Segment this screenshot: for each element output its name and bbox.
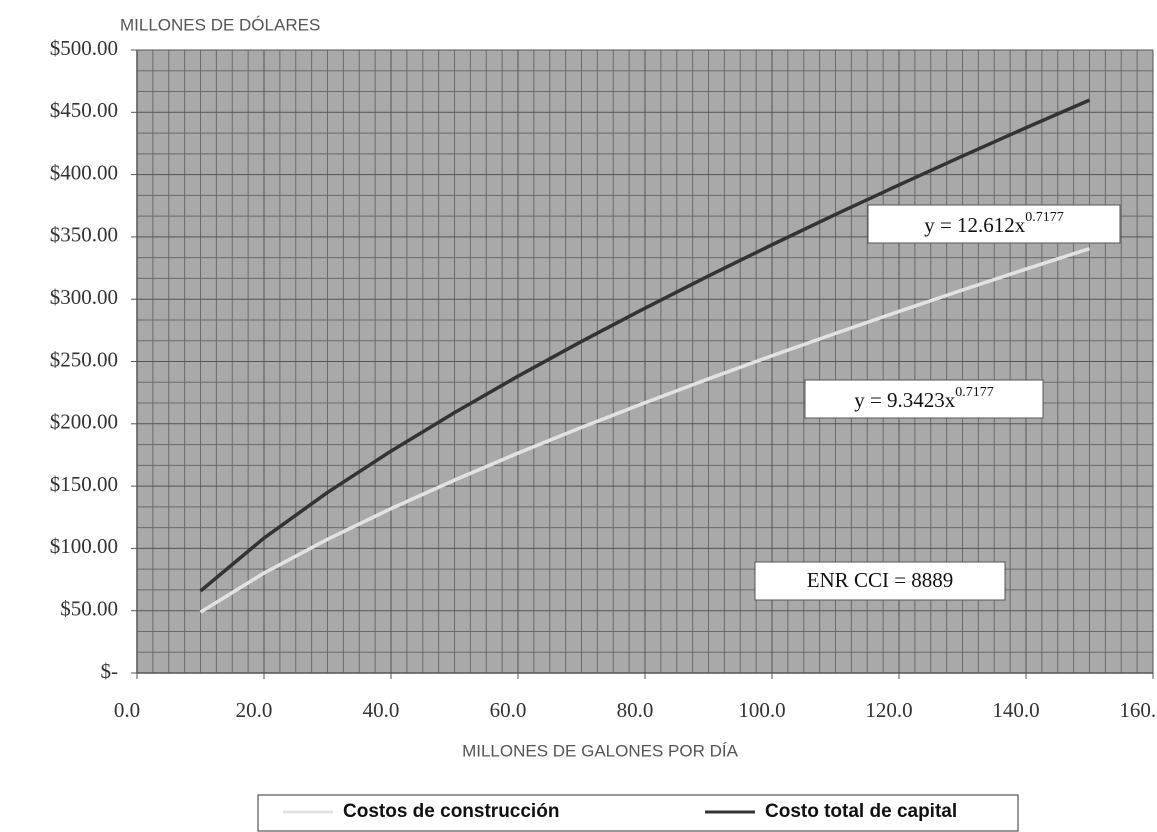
- annotation: y = 12.612x0.7177: [924, 210, 1064, 237]
- annotation: y = 9.3423x0.7177: [854, 385, 994, 412]
- annotation-exponent: 0.7177: [1025, 210, 1064, 225]
- y-tick-label: $400.00: [50, 160, 118, 184]
- annotation-box: [804, 379, 1044, 419]
- x-tick-label: 140.0: [992, 698, 1039, 722]
- y-tick-label: $200.00: [50, 410, 118, 434]
- series-line: [199, 98, 1091, 593]
- annotation-text: y = 12.612x: [924, 213, 1026, 237]
- y-axis-label: MILLONES DE DÓLARES: [120, 15, 320, 34]
- y-tick-label: $300.00: [50, 285, 118, 309]
- y-tick-label: $150.00: [50, 472, 118, 496]
- annotation-text: y = 9.3423x: [854, 388, 956, 412]
- y-tick-label: $450.00: [50, 98, 118, 122]
- y-tick-label: $250.00: [50, 347, 118, 371]
- annotation-box: [754, 561, 1006, 601]
- legend-label: Costo total de capital: [765, 801, 957, 822]
- series-line: [199, 246, 1091, 614]
- x-tick-label: 0.0: [114, 698, 140, 722]
- annotation: ENR CCI = 8889: [807, 568, 954, 592]
- legend-label: Costos de construcción: [343, 801, 559, 822]
- x-tick-label: 80.0: [617, 698, 654, 722]
- y-tick-label: $100.00: [50, 534, 118, 558]
- y-tick-label: $50.00: [60, 597, 118, 621]
- y-tick-label: $350.00: [50, 223, 118, 247]
- x-tick-label: 60.0: [490, 698, 527, 722]
- x-tick-label: 20.0: [236, 698, 273, 722]
- x-tick-label: 100.0: [738, 698, 785, 722]
- legend: [257, 794, 1019, 832]
- annotation-exponent: 0.7177: [955, 385, 994, 400]
- x-tick-label: 160.0: [1119, 698, 1157, 722]
- y-tick-label: $500.00: [50, 36, 118, 60]
- x-tick-label: 120.0: [865, 698, 912, 722]
- annotation-box: [867, 204, 1121, 244]
- x-axis-label: MILLONES DE GALONES POR DÍA: [462, 741, 739, 760]
- y-tick-label: $-: [101, 659, 119, 683]
- x-tick-label: 40.0: [363, 698, 400, 722]
